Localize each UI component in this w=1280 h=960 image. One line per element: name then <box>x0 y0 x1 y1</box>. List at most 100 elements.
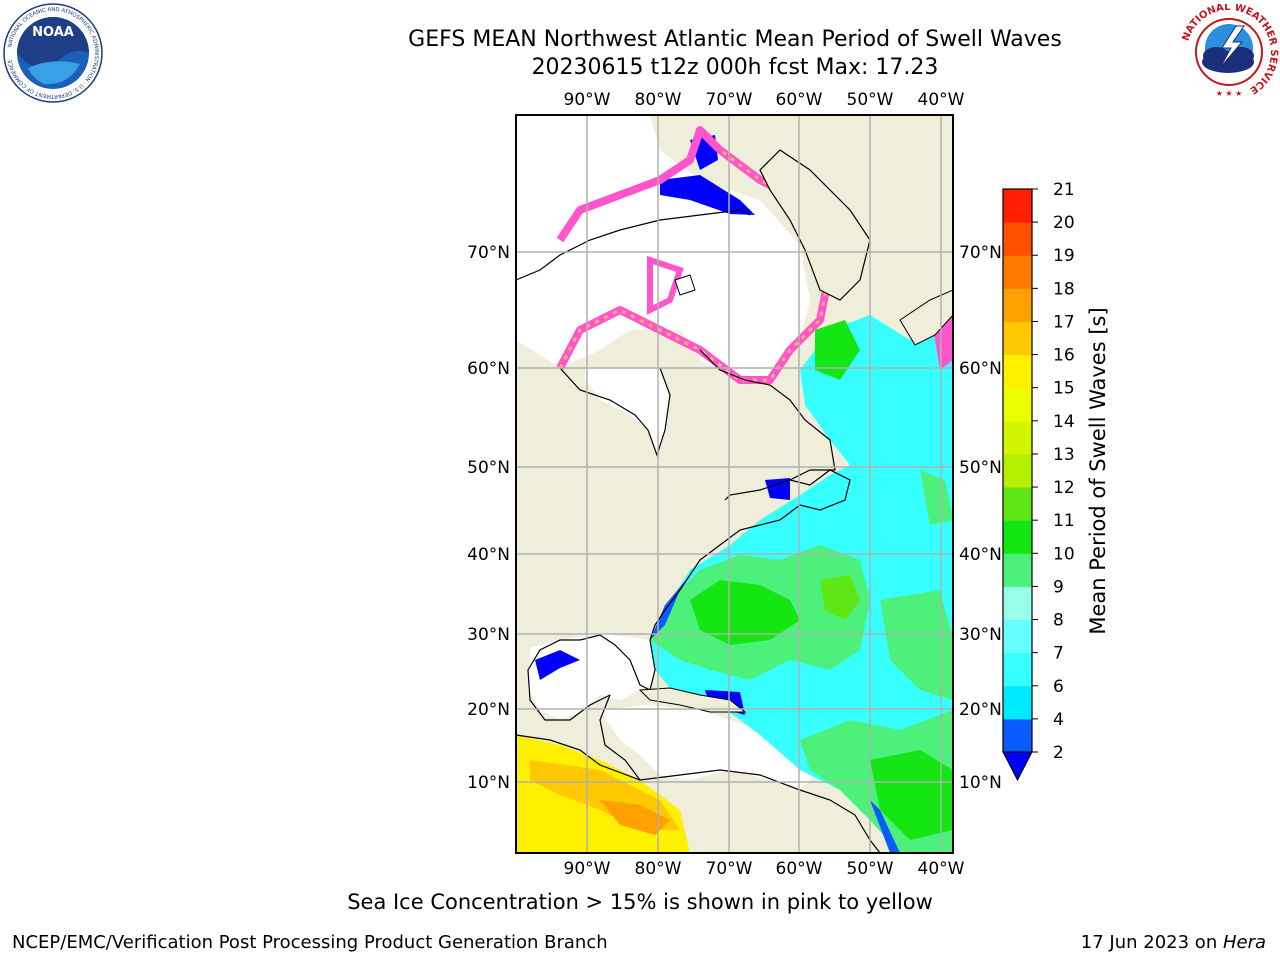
lon-label-bottom-80w: 80°W <box>635 859 682 879</box>
colorbar-tick-label: 9 <box>1053 577 1064 597</box>
coastline-hudson <box>559 367 671 457</box>
lon-label-bottom-60w: 60°W <box>776 859 823 879</box>
swell-area-11s <box>820 575 860 620</box>
swell-edge-gulf <box>535 650 580 680</box>
nws-logo: NATIONAL WEATHER SERVICE ★ ★ ★ <box>1181 4 1279 99</box>
lat-label-right-10n: 10°N <box>959 773 1002 793</box>
swell-area-south-10s <box>870 750 953 840</box>
lat-label-right-70n: 70°N <box>959 243 1002 263</box>
colorbar-tick-label: 8 <box>1053 611 1064 631</box>
lon-label-bottom-90w: 90°W <box>564 859 611 879</box>
colorbar-segment <box>1003 354 1032 389</box>
colorbar: 2 4 6 7 8 9 10 11 12 13 14 15 16 17 18 19 20 21 <box>1002 180 1075 782</box>
swell-edge-baffin <box>660 175 755 215</box>
coastline-south-america <box>516 734 881 853</box>
lon-label-bottom-70w: 70°W <box>706 859 753 879</box>
footer-date: 17 Jun 2023 on Hera <box>1081 932 1266 953</box>
colorbar-tick-label: 16 <box>1053 346 1075 366</box>
coastline-gulf <box>527 634 656 721</box>
lon-label-top-60w: 60°W <box>776 90 823 110</box>
coastline-us-east <box>649 469 851 641</box>
footer-credit: NCEP/EMC/Verification Post Processing Pr… <box>12 932 608 953</box>
lon-label-top-80w: 80°W <box>635 90 682 110</box>
lat-label-left-10n: 10°N <box>467 773 510 793</box>
swell-area-east-9s <box>880 590 953 700</box>
colorbar-segment <box>1003 520 1032 554</box>
lat-label-right-60n: 60°N <box>959 359 1002 379</box>
lon-label-top-40w: 40°W <box>918 90 965 110</box>
greenland <box>759 149 871 301</box>
swell-area-10s <box>690 580 800 645</box>
colorbar-segment <box>1003 718 1032 753</box>
colorbar-segment <box>1003 321 1032 356</box>
colorbar-segment <box>1003 453 1032 488</box>
colorbar-segment <box>1003 387 1032 422</box>
colorbar-segment <box>1003 255 1032 289</box>
colorbar-tick-label: 2 <box>1053 743 1064 763</box>
swell-area-mid-9s <box>920 470 953 525</box>
colorbar-tick-label: 20 <box>1053 213 1075 233</box>
footer-date-text: 17 Jun 2023 on <box>1080 932 1223 953</box>
lat-label-right-20n: 20°N <box>959 700 1002 720</box>
colorbar-segment <box>1003 420 1032 455</box>
arctic-water <box>516 115 810 380</box>
swell-edge-gulf-stlawrence <box>765 478 790 500</box>
island-southampton <box>674 274 696 296</box>
colorbar-tick-label: 7 <box>1053 644 1064 664</box>
noaa-logo: NOAA NATIONAL OCEANIC AND ATMOSPHERIC AD… <box>3 3 103 103</box>
lat-label-left-30n: 30°N <box>467 625 510 645</box>
colorbar-segment <box>1003 619 1032 654</box>
colorbar-label: Mean Period of Swell Waves [s] <box>1086 307 1110 634</box>
map-subtitle: 20230615 t12z 000h fcst Max: 17.23 <box>531 55 939 80</box>
map-plot-area <box>516 115 953 853</box>
lat-label-left-70n: 70°N <box>467 243 510 263</box>
lon-label-top-90w: 90°W <box>564 90 611 110</box>
colorbar-segment <box>1003 586 1032 621</box>
colorbar-segment <box>1003 553 1032 587</box>
island-cuba-hispaniola <box>638 687 747 713</box>
coastline-central-america <box>599 694 641 781</box>
colorbar-tick-label: 10 <box>1053 544 1075 564</box>
colorbar-tick-label: 14 <box>1053 412 1075 432</box>
colorbar-tick-label: 4 <box>1053 710 1064 730</box>
colorbar-tick-label: 11 <box>1053 511 1075 531</box>
coastline-arctic <box>516 209 751 281</box>
lon-label-bottom-40w: 40°W <box>918 859 965 879</box>
colorbar-tick-label: 17 <box>1053 312 1075 332</box>
colorbar-under-triangle <box>1002 751 1033 782</box>
swell-area-south-america-17s <box>600 800 670 835</box>
colorbar-segment <box>1003 652 1032 687</box>
lon-label-top-70w: 70°W <box>706 90 753 110</box>
swell-edge-south <box>870 800 900 853</box>
nws-stars: ★ ★ ★ <box>1216 89 1243 98</box>
map-title: GEFS MEAN Northwest Atlantic Mean Period… <box>408 27 1062 52</box>
colorbar-frame <box>1002 188 1033 753</box>
hudson-bay <box>585 368 670 455</box>
noaa-logo-text: NOAA <box>32 25 74 40</box>
colorbar-tick-label: 12 <box>1053 478 1075 498</box>
colorbar-segment <box>1003 222 1032 256</box>
lat-label-left-20n: 20°N <box>467 700 510 720</box>
colorbar-tick-label: 13 <box>1053 445 1075 465</box>
caribbean-sea <box>600 705 820 790</box>
lat-label-right-50n: 50°N <box>959 458 1002 478</box>
colorbar-tick-label: 15 <box>1053 379 1075 399</box>
colorbar-tick-label: 6 <box>1053 677 1064 697</box>
iceland-area <box>899 289 953 346</box>
lat-label-right-30n: 30°N <box>959 625 1002 645</box>
lon-label-bottom-50w: 50°W <box>847 859 894 879</box>
colorbar-segment <box>1003 685 1032 720</box>
sea-ice-caption: Sea Ice Concentration > 15% is shown in … <box>347 890 933 914</box>
colorbar-segment <box>1003 189 1032 223</box>
map-gridlines <box>516 115 953 853</box>
colorbar-tick-label: 19 <box>1053 246 1075 266</box>
footer-host: Hera <box>1222 932 1266 953</box>
lon-label-top-50w: 50°W <box>847 90 894 110</box>
lat-label-left-60n: 60°N <box>467 359 510 379</box>
lat-label-right-40n: 40°N <box>959 545 1002 565</box>
swell-area-labrador-10s <box>815 320 860 380</box>
colorbar-segment <box>1003 487 1032 521</box>
sea-ice-foxe <box>647 255 684 315</box>
lat-label-left-40n: 40°N <box>467 545 510 565</box>
